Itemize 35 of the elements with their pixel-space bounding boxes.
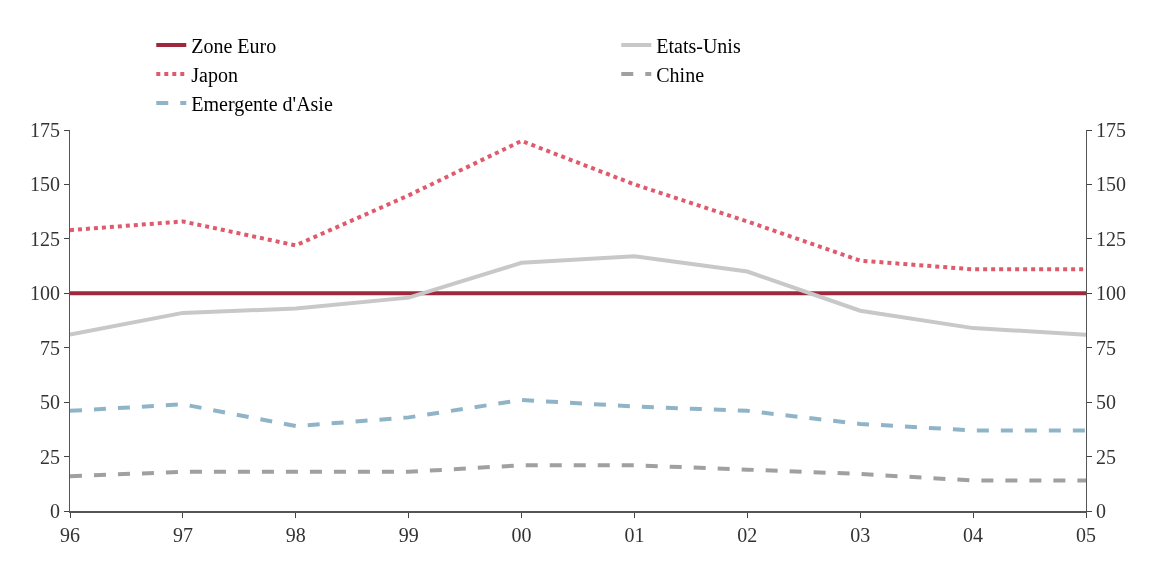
x-tick-label: 03	[850, 524, 871, 546]
x-tick-label: 96	[60, 524, 80, 546]
x-tick-label: 02	[737, 524, 758, 546]
y2-tick-label: 125	[1096, 227, 1126, 250]
legend-label: Etats-Unis	[656, 34, 741, 57]
x-tick-label: 01	[624, 524, 645, 546]
x-tick-label: 05	[1076, 524, 1096, 546]
line-series	[70, 254, 1086, 337]
y-tick-label: 50	[40, 391, 60, 414]
y-tick-label: 100	[30, 282, 60, 305]
legend-label: Zone Euro	[191, 34, 277, 57]
y2-tick-label: 25	[1096, 445, 1116, 468]
y2-tick-label: 0	[1096, 500, 1106, 522]
x-tick-label: 99	[398, 524, 419, 546]
y-tick-label: 150	[30, 173, 60, 196]
y2-tick-label: 75	[1096, 336, 1116, 359]
line-series	[70, 138, 1086, 272]
y2-tick-label: 100	[1096, 282, 1126, 305]
x-tick-label: 04	[963, 524, 984, 546]
x-tick-label: 98	[285, 524, 306, 546]
y-tick-label: 75	[40, 336, 60, 359]
y-tick-label: 0	[50, 500, 60, 522]
legend-label: Emergente d'Asie	[191, 92, 333, 116]
y2-tick-label: 150	[1096, 173, 1126, 196]
y-tick-label: 125	[30, 227, 60, 250]
y2-tick-label: 50	[1096, 391, 1116, 414]
legend-label: Chine	[656, 63, 705, 86]
y-tick-label: 175	[30, 119, 60, 141]
x-tick-label: 97	[172, 524, 193, 546]
legend-label: Japon	[191, 63, 238, 87]
y-tick-label: 25	[40, 445, 60, 468]
y2-tick-label: 175	[1096, 119, 1126, 141]
x-tick-label: 00	[511, 524, 532, 546]
line-series	[70, 397, 1086, 433]
line-series	[70, 463, 1086, 483]
